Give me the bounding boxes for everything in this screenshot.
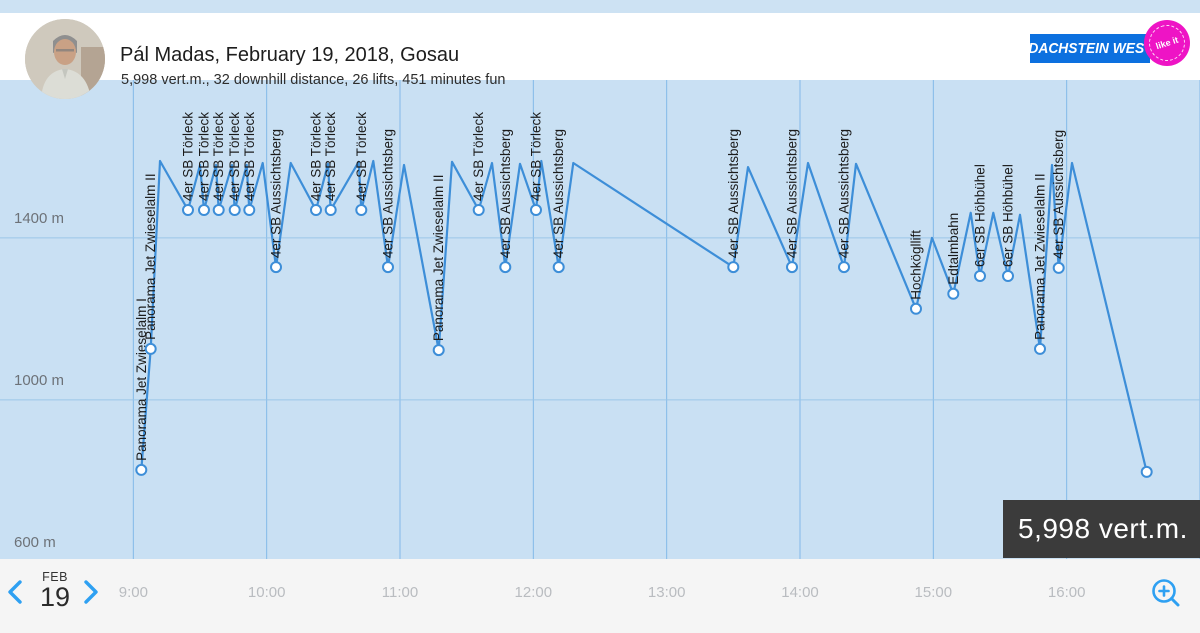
lift-name-label: 6er SB Höhbühel bbox=[1001, 164, 1016, 267]
lift-station-marker bbox=[974, 270, 986, 282]
lift-station-marker bbox=[228, 204, 241, 216]
resort-logo: DACHSTEIN WEST bbox=[1027, 34, 1153, 63]
time-axis-label: 15:00 bbox=[914, 584, 953, 601]
lift-station-marker bbox=[243, 204, 256, 216]
lift-name-label: 4er SB Aussichtsberg bbox=[1051, 130, 1066, 259]
time-axis-label: 16:00 bbox=[1047, 584, 1086, 601]
lift-station-marker bbox=[499, 261, 512, 274]
lift-station-marker bbox=[947, 287, 960, 300]
lift-name-label: 4er SB Aussichtsberg bbox=[726, 129, 741, 258]
page-title: Pál Madas, February 19, 2018, Gosau bbox=[120, 44, 460, 66]
resort-logo-text: DACHSTEIN WEST bbox=[1027, 40, 1153, 57]
lift-name-label: 4er SB Törleck bbox=[529, 112, 544, 201]
lift-name-label: 6er SB Höhbühel bbox=[973, 164, 988, 267]
lift-name-label: 4er SB Törleck bbox=[227, 112, 242, 201]
lift-name-label: 4er SB Törleck bbox=[471, 112, 486, 201]
lift-name-label: 4er SB Aussichtsberg bbox=[551, 129, 566, 258]
lift-name-label: 4er SB Aussichtsberg bbox=[269, 129, 284, 258]
vertical-meters-total: 5,998 vert.m. bbox=[1018, 513, 1188, 544]
date-month: FEB bbox=[42, 570, 68, 584]
date-display: FEB 19 bbox=[34, 570, 76, 612]
lift-station-marker bbox=[1002, 270, 1014, 282]
time-axis-label: 13:00 bbox=[647, 584, 686, 601]
time-axis-label: 14:00 bbox=[781, 584, 819, 601]
altitude-axis-label: 600 m bbox=[14, 533, 56, 551]
lift-station-marker bbox=[182, 204, 194, 216]
lift-name-label: 4er SB Törleck bbox=[354, 112, 369, 201]
lift-station-marker bbox=[135, 463, 148, 476]
lift-station-marker bbox=[212, 204, 225, 216]
avatar bbox=[25, 19, 105, 99]
like-it-badge-ring: like it bbox=[1144, 20, 1190, 66]
altitude-profile-chart[interactable]: Panorama Jet Zwieselalm I Panorama Jet Zw… bbox=[0, 80, 1200, 559]
person-photo-placeholder bbox=[25, 19, 105, 99]
lift-name-label: Edtalmbahn bbox=[946, 213, 961, 285]
lift-name-label: Panorama Jet Zwieselalm II bbox=[1033, 173, 1048, 340]
lift-station-marker bbox=[472, 204, 485, 216]
lift-station-marker bbox=[310, 204, 322, 216]
lift-station-marker bbox=[838, 261, 850, 274]
lift-name-label: Panorama Jet Zwieselalm II bbox=[143, 173, 158, 340]
altitude-line bbox=[140, 159, 1148, 473]
lift-name-label: 4er SB Aussichtsberg bbox=[837, 129, 852, 258]
lift-station-marker bbox=[324, 204, 337, 216]
timeline-bar: FEB 19 9:00 10:00 11:00 12:00 13:00 14:00 15:0… bbox=[0, 559, 1200, 633]
altitude-axis-label: 1000 m bbox=[14, 371, 65, 389]
time-axis: 9:00 10:00 11:00 12:00 13:00 14:00 15:00 16:00 bbox=[0, 559, 1200, 633]
time-axis-label: 9:00 bbox=[118, 584, 148, 601]
lift-station-marker bbox=[910, 302, 922, 315]
like-it-badge: like it bbox=[1144, 20, 1190, 66]
lift-station-marker bbox=[1052, 261, 1065, 274]
lift-name-label: 4er SB Törleck bbox=[181, 112, 196, 201]
header: Pál Madas, February 19, 2018, Gosau 5,99… bbox=[0, 13, 1200, 88]
previous-day-chevron-icon[interactable] bbox=[6, 580, 24, 604]
lift-name-label: 4er SB Törleck bbox=[242, 112, 257, 201]
time-axis-label: 10:00 bbox=[247, 584, 286, 601]
lift-station-marker bbox=[786, 261, 798, 274]
top-strip bbox=[0, 0, 1200, 13]
lift-station-marker bbox=[355, 204, 368, 216]
lift-station-marker bbox=[530, 204, 542, 216]
lift-station-marker bbox=[1034, 342, 1046, 355]
time-axis-label: 12:00 bbox=[514, 584, 553, 601]
lift-station-marker bbox=[382, 261, 394, 274]
lift-name-label: 4er SB Törleck bbox=[211, 112, 226, 201]
lift-name-label: 4er SB Törleck bbox=[309, 112, 324, 201]
lift-station-marker bbox=[270, 261, 282, 274]
date-day: 19 bbox=[39, 582, 71, 612]
lift-station-marker bbox=[727, 261, 740, 274]
zoom-in-icon[interactable] bbox=[1148, 576, 1186, 614]
lift-name-label: Panorama Jet Zwieselalm II bbox=[431, 175, 446, 342]
day-end-marker bbox=[1140, 465, 1153, 478]
lift-station-marker bbox=[198, 204, 210, 216]
lift-name-label: 4er SB Aussichtsberg bbox=[785, 129, 800, 258]
day-stats-summary: 5,998 vert.m., 32 downhill distance, 26 … bbox=[121, 72, 506, 88]
like-it-badge-text: like it bbox=[1154, 34, 1180, 51]
altitude-axis-label: 1400 m bbox=[14, 209, 65, 227]
lift-name-label: 4er SB Aussichtsberg bbox=[498, 129, 513, 258]
lift-name-label: 4er SB Aussichtsberg bbox=[381, 129, 396, 258]
lift-station-marker bbox=[552, 261, 565, 274]
lift-station-marker bbox=[432, 344, 445, 357]
lift-name-label: 4er SB Törleck bbox=[323, 112, 338, 201]
next-day-chevron-icon[interactable] bbox=[82, 580, 100, 604]
lift-name-label: Hochkögllift bbox=[909, 230, 924, 300]
lift-name-label: 4er SB Törleck bbox=[197, 112, 212, 201]
vertical-meters-overlay: 5,998 vert.m. bbox=[1003, 500, 1200, 558]
time-axis-label: 11:00 bbox=[381, 584, 419, 601]
lift-name-label: Panorama Jet Zwieselalm I bbox=[134, 298, 149, 461]
lift-station-marker bbox=[144, 342, 157, 355]
